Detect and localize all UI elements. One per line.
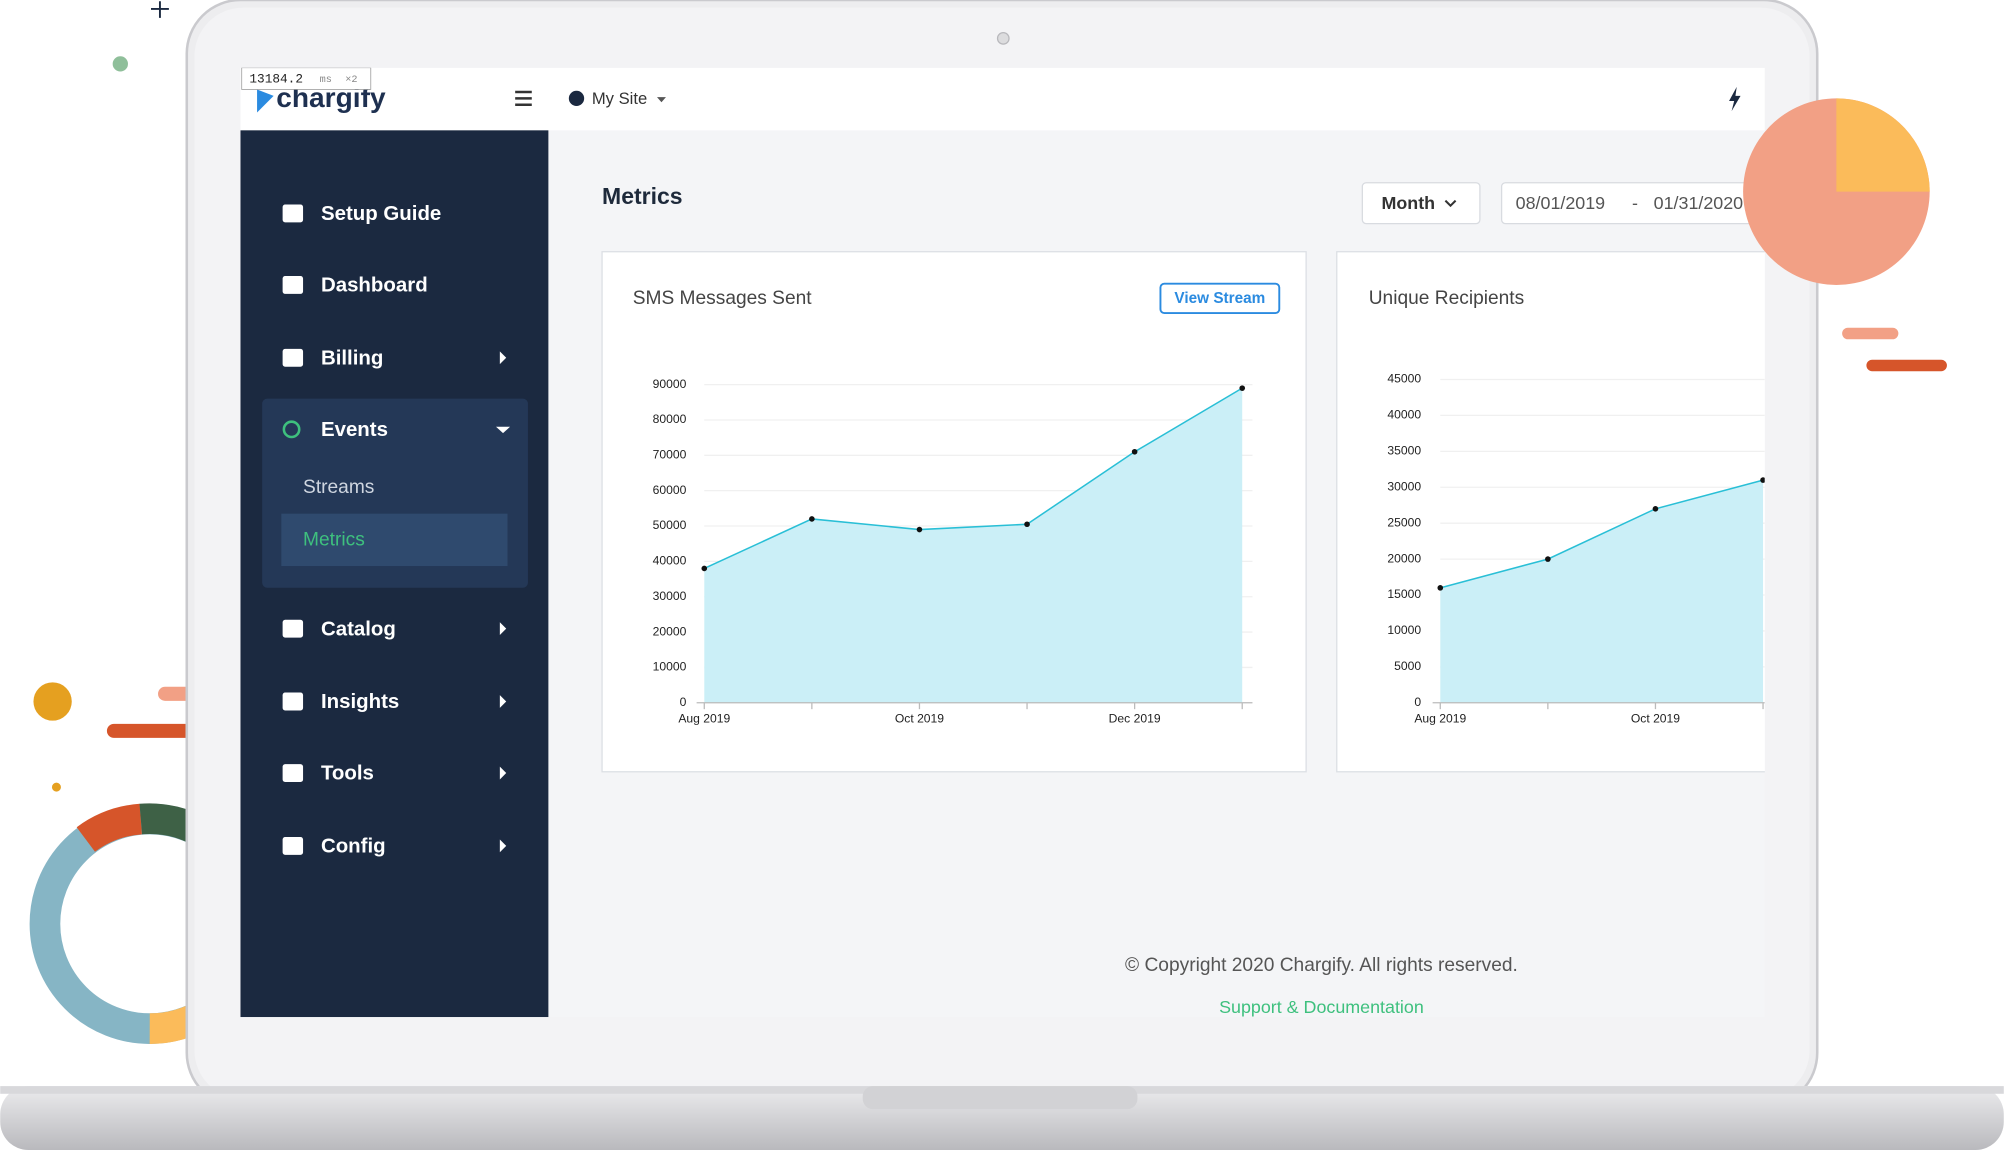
nav-icon <box>282 692 304 711</box>
debug-unit: ms <box>320 74 332 86</box>
sidebar-nav: Setup Guide Dashboard Billing Events Catalog… <box>282 202 511 858</box>
y-tick-label: 0 <box>680 695 687 709</box>
y-tick-label: 10000 <box>653 660 687 674</box>
y-tick-label: 15000 <box>1387 587 1421 601</box>
x-tick-label: Oct 2019 <box>1631 712 1680 726</box>
date-to[interactable]: 01/31/2020 <box>1654 193 1744 213</box>
y-tick-label: 0 <box>1414 695 1421 709</box>
area <box>1440 480 1764 703</box>
point <box>916 526 923 533</box>
site-selector[interactable]: My Site <box>592 89 647 108</box>
nav-subitem[interactable]: Metrics <box>303 530 365 551</box>
chevron <box>1444 199 1457 208</box>
y-tick-label: 20000 <box>653 624 687 638</box>
nav-item[interactable]: Tools <box>321 762 374 785</box>
point <box>1239 385 1246 391</box>
nav-item[interactable]: Billing <box>321 346 383 369</box>
support-link[interactable]: Support & Documentation <box>1219 997 1424 1017</box>
caret <box>657 97 666 103</box>
y-tick-label: 40000 <box>653 554 687 568</box>
nav-caret <box>499 622 507 636</box>
nav-icon <box>282 276 304 294</box>
y-tick-label: 90000 <box>653 377 687 391</box>
line <box>1440 479 1764 589</box>
debug-time: 13184.2 <box>249 72 303 87</box>
site-dot <box>568 90 585 107</box>
decoration <box>29 1 1947 1044</box>
nav-item[interactable]: Setup Guide <box>321 202 441 225</box>
y-tick-label: 20000 <box>1387 551 1421 565</box>
point <box>1760 477 1765 483</box>
point <box>701 565 708 572</box>
screen: chargify 13184.2 ms ×2 My Site Metrics M… <box>240 67 1809 1018</box>
y-tick-label: 80000 <box>653 412 687 426</box>
nav-subitem[interactable]: Streams <box>303 477 374 498</box>
debug-count: ×2 <box>345 74 357 86</box>
point <box>1131 448 1138 455</box>
x-tick-label: Aug 2019 <box>678 712 730 726</box>
nav-caret <box>499 695 507 708</box>
y-tick-label: 5000 <box>1394 659 1421 673</box>
y-tick-label: 50000 <box>653 518 687 532</box>
y-tick-label: 30000 <box>653 589 687 603</box>
period-select[interactable] <box>1361 182 1481 225</box>
top-bar <box>240 67 1765 131</box>
active-item[interactable] <box>281 513 508 567</box>
nav-caret <box>499 766 507 780</box>
nav-caret <box>496 426 511 434</box>
nav-icon <box>282 348 304 367</box>
y-tick-label: 30000 <box>1387 479 1421 493</box>
point <box>1545 556 1551 562</box>
date-separator: - <box>1632 193 1638 213</box>
nav-icon <box>282 764 304 782</box>
debug-overlay <box>241 67 372 90</box>
date-from[interactable]: 08/01/2019 <box>1516 193 1606 213</box>
nav-caret <box>499 351 507 365</box>
chart-title: SMS Messages Sent <box>633 288 813 309</box>
nav-icon <box>282 836 304 855</box>
y-tick-label: 45000 <box>1387 372 1421 386</box>
decoration <box>1743 98 1930 285</box>
copyright: © Copyright 2020 Chargify. All rights re… <box>1125 955 1518 976</box>
point <box>1437 585 1444 591</box>
y-tick-label: 40000 <box>1387 408 1421 422</box>
y-tick-label: 60000 <box>653 483 687 497</box>
nav-caret <box>499 839 507 853</box>
nav-item[interactable]: Config <box>321 835 386 858</box>
period[interactable]: Month <box>1382 193 1436 213</box>
point <box>1652 506 1659 512</box>
logo-icon <box>257 89 274 113</box>
chart: 0 10000 20000 30000 40000 50000 60000 70000 8000… <box>653 377 1253 726</box>
y-tick-label: 35000 <box>1387 444 1421 458</box>
nav-item[interactable]: Insights <box>321 690 399 713</box>
view-stream-label[interactable]: View Stream <box>1174 290 1265 307</box>
point <box>809 516 815 522</box>
line <box>703 387 1243 570</box>
y-tick-label: 10000 <box>1387 623 1421 637</box>
page-title: Metrics <box>602 183 683 209</box>
nav-item[interactable]: Catalog <box>321 617 396 640</box>
x-tick-label: Dec 2019 <box>1109 712 1161 726</box>
area <box>704 388 1243 703</box>
chart-title: Unique Recipients <box>1369 288 1524 309</box>
nav-icon <box>282 619 304 638</box>
nav-icon <box>282 420 301 439</box>
bolt-icon[interactable] <box>1729 86 1741 112</box>
date-range[interactable] <box>1500 182 1809 225</box>
x-tick-label: Aug 2019 <box>1414 712 1466 726</box>
nav-item[interactable]: Dashboard <box>321 274 428 297</box>
view-stream-button[interactable] <box>1159 282 1281 315</box>
nav-item[interactable]: Events <box>321 418 388 441</box>
point <box>1024 521 1030 528</box>
nav-icon <box>282 204 304 223</box>
menu-button[interactable] <box>515 90 532 107</box>
y-tick-label: 70000 <box>653 448 687 462</box>
y-tick-label: 25000 <box>1387 515 1421 529</box>
x-tick-label: Oct 2019 <box>895 712 944 726</box>
chart: 0 5000 10000 15000 20000 25000 30000 35000 40000… <box>1387 372 1765 726</box>
